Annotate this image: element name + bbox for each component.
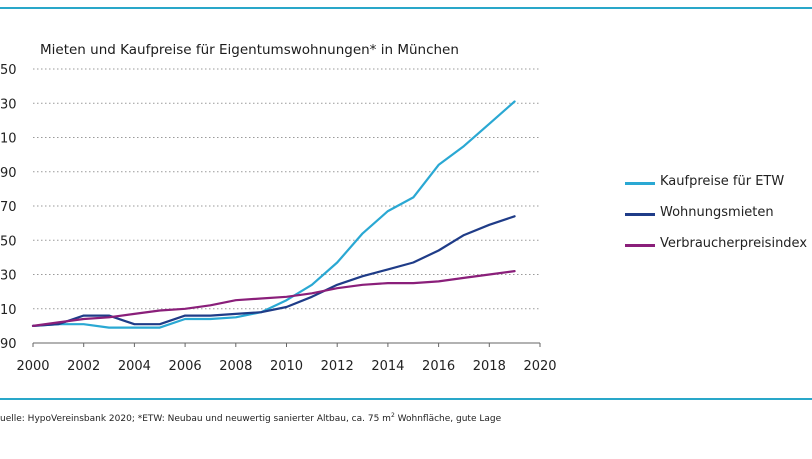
y-tick-label: 10 [0,303,17,318]
legend-swatch [625,244,655,247]
y-tick-label: 50 [0,234,17,249]
series-line [31,270,516,327]
legend-swatch [625,182,655,185]
bottom-accent-rule [0,398,812,400]
x-tick-label: 2014 [371,359,404,374]
source-text-end: Wohnfläche, gute Lage [394,414,502,424]
x-tick-label: 2004 [118,359,151,374]
x-tick-label: 2006 [169,359,202,374]
grid-lines [33,68,540,310]
line-chart: 50 30 10 90 70 50 30 10 90 2000 2002 2004 2006 2008 20… [0,63,557,374]
source-text: uelle: HypoVereinsbank 2020; *ETW: Neuba… [0,414,391,424]
series-lines [31,100,516,329]
x-tick-label: 2000 [16,359,49,374]
legend-swatch [625,213,655,216]
y-tick-label: 90 [0,337,17,352]
x-tick-label: 2008 [219,359,252,374]
x-tick-label: 2012 [321,359,354,374]
y-tick-label: 30 [0,97,17,112]
series-line [31,215,516,327]
x-tick-label: 2018 [473,359,506,374]
x-tick-label: 2020 [523,359,556,374]
y-tick-label: 90 [0,166,17,181]
x-tick-label: 2010 [270,359,303,374]
y-tick-label: 70 [0,200,17,215]
legend-label: Wohnungsmieten [660,205,774,220]
legend-label: Verbraucherpreisindex [660,236,808,251]
legend-label: Kaufpreise für ETW [660,174,785,189]
y-tick-label: 10 [0,132,17,147]
x-tick-label: 2016 [422,359,455,374]
source-note: uelle: HypoVereinsbank 2020; *ETW: Neuba… [0,412,501,424]
x-tick-label: 2002 [67,359,100,374]
y-tick-label: 50 [0,63,17,78]
series-line [31,100,516,329]
source-superscript: 2 [390,412,395,419]
top-accent-rule [0,7,812,9]
y-tick-label: 30 [0,269,17,284]
chart-title: Mieten und Kaufpreise für Eigentumswohnu… [40,42,459,58]
axes: 50 30 10 90 70 50 30 10 90 2000 2002 2004 2006 2008 20… [0,63,557,374]
